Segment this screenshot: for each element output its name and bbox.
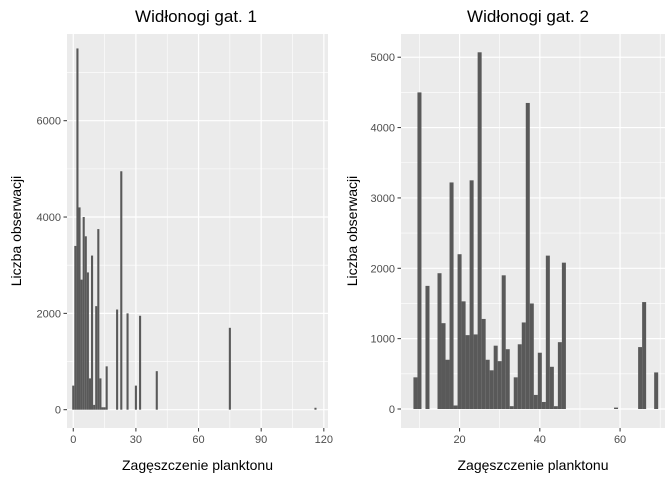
histogram-bar	[561, 262, 566, 410]
chart-panel-2: Widłonogi gat. 2 20 40 60 0 1000 2000 3000 400…	[344, 7, 665, 473]
histogram-bar	[134, 385, 137, 410]
histogram-bar	[461, 301, 466, 410]
histogram-bar	[493, 345, 498, 410]
histogram-bar	[120, 171, 123, 410]
histogram-bar	[521, 322, 526, 410]
y-tick-label: 4000	[37, 212, 61, 224]
x-tick-label: 40	[534, 434, 546, 446]
y-tick-label: 0	[55, 405, 61, 417]
histogram-bar	[449, 182, 454, 410]
histogram-bar	[525, 102, 530, 410]
histogram-bar	[82, 217, 85, 410]
chart-title-1: Widłonogi gat. 1	[135, 7, 257, 26]
histogram-bar	[457, 254, 462, 410]
histogram-bar	[529, 303, 534, 410]
x-tick-label: 0	[70, 434, 76, 446]
histogram-bar	[541, 401, 546, 410]
x-tick-label: 90	[255, 434, 267, 446]
histogram-bar	[654, 372, 659, 410]
x-tick-label: 60	[192, 434, 204, 446]
histogram-bar	[86, 272, 89, 410]
histogram-bar	[88, 378, 92, 410]
histogram-bar	[553, 406, 558, 410]
x-axis-ticks-1: 0 30 60 90 120	[70, 428, 333, 446]
histogram-bar	[78, 207, 81, 410]
histogram-bar	[72, 385, 75, 410]
histogram-bar	[228, 327, 231, 410]
gridlines-1	[67, 34, 328, 428]
histogram-bar	[105, 366, 108, 410]
histogram-bar	[485, 359, 490, 410]
histogram-bar	[417, 92, 422, 410]
histogram-bar	[126, 313, 129, 410]
histogram-bar	[477, 52, 482, 410]
histogram-bar	[413, 377, 418, 410]
histogram-bar	[84, 236, 87, 410]
histogram-bar	[642, 302, 647, 410]
histogram-bar	[533, 394, 538, 410]
histogram-bar	[314, 407, 317, 410]
histogram-bar	[513, 377, 518, 410]
histogram-bar	[489, 370, 494, 410]
bars-1	[72, 48, 317, 410]
y-axis-title-2: Liczba obserwacji	[344, 176, 360, 287]
histogram-bar	[465, 335, 470, 410]
y-tick-label: 4000	[371, 123, 395, 135]
histogram-bar	[116, 309, 119, 410]
histogram-bar	[469, 180, 474, 410]
histogram-bar	[505, 349, 510, 410]
chart-title-2: Widłonogi gat. 2	[467, 7, 589, 26]
histogram-bar	[437, 273, 442, 410]
histogram-bar	[545, 255, 550, 410]
histogram-bar	[74, 245, 77, 410]
y-tick-label: 5000	[371, 52, 395, 64]
histogram-bar	[101, 407, 104, 410]
histogram-bar	[638, 347, 643, 410]
x-tick-label: 60	[614, 434, 626, 446]
histogram-bar	[509, 406, 514, 410]
y-axis-title-1: Liczba obserwacji	[8, 176, 24, 287]
histogram-bar	[99, 378, 102, 410]
histogram-bar	[103, 407, 106, 410]
chart-panel-1: Widłonogi gat. 1 0 30 60 90 120 0 2000 4000 600…	[8, 7, 333, 473]
histogram-bar	[481, 318, 486, 410]
histogram-bar	[549, 366, 554, 410]
y-tick-label: 1000	[371, 334, 395, 346]
y-tick-label: 2000	[371, 263, 395, 275]
histogram-bar	[473, 334, 478, 410]
histogram-bar	[501, 275, 506, 410]
histogram-bar	[80, 279, 83, 410]
histogram-bar	[95, 306, 98, 410]
x-axis-title-2: Zagęszczenie planktonu	[458, 457, 609, 473]
y-axis-ticks-1: 0 2000 4000 6000	[37, 116, 67, 417]
plot-background-1	[67, 34, 328, 428]
x-axis-title-1: Zagęszczenie planktonu	[122, 457, 273, 473]
histogram-bar	[517, 344, 522, 410]
histogram-bar	[445, 359, 450, 410]
x-tick-label: 30	[130, 434, 142, 446]
histogram-bar	[139, 315, 142, 410]
y-tick-label: 2000	[37, 308, 61, 320]
histogram-bar	[614, 407, 619, 410]
histogram-bar	[537, 352, 542, 410]
bars-2	[413, 52, 659, 410]
histogram-bar	[97, 229, 100, 410]
y-tick-label: 0	[389, 404, 395, 416]
histogram-bar	[155, 371, 158, 410]
histogram-bar	[91, 255, 94, 410]
y-tick-label: 6000	[37, 116, 61, 128]
y-axis-ticks-2: 0 1000 2000 3000 4000 5000	[371, 52, 401, 416]
histogram-bar	[497, 361, 502, 410]
histogram-bar	[76, 48, 79, 410]
histogram-bar	[425, 285, 430, 410]
histogram-bar	[441, 323, 446, 410]
histogram-bar	[453, 405, 458, 410]
y-tick-label: 3000	[371, 193, 395, 205]
x-tick-label: 20	[453, 434, 465, 446]
x-tick-label: 120	[315, 434, 333, 446]
x-axis-ticks-2: 20 40 60	[453, 428, 626, 446]
histogram-bar	[557, 342, 562, 410]
histogram-bar	[93, 404, 96, 410]
